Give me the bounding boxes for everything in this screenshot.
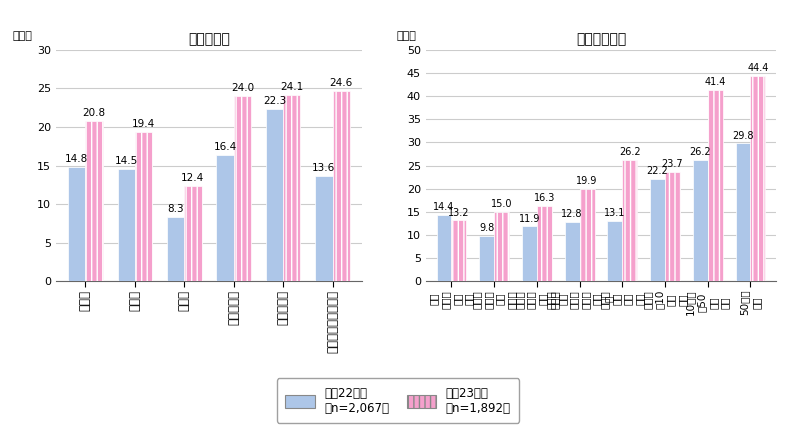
Bar [479, 236, 494, 281]
Text: 29.8: 29.8 [732, 131, 754, 141]
Bar [607, 221, 622, 281]
Bar [522, 226, 537, 281]
Text: 24.6: 24.6 [330, 78, 353, 88]
Bar [68, 167, 85, 281]
Text: 22.3: 22.3 [263, 96, 286, 106]
Text: 14.4: 14.4 [433, 202, 455, 212]
Bar [234, 96, 251, 281]
Bar [650, 178, 665, 281]
Text: 14.8: 14.8 [65, 154, 88, 164]
Text: 16.3: 16.3 [533, 193, 555, 203]
Text: 22.2: 22.2 [646, 166, 669, 176]
Text: 9.8: 9.8 [479, 223, 494, 233]
Text: 24.1: 24.1 [280, 82, 303, 92]
Bar [751, 76, 766, 281]
Bar [494, 212, 509, 281]
Bar [315, 176, 333, 281]
Bar [217, 155, 234, 281]
Bar [283, 95, 300, 281]
Bar [184, 186, 201, 281]
Bar [167, 217, 184, 281]
Bar [135, 132, 152, 281]
Title: 【産業別】: 【産業別】 [188, 32, 230, 46]
Title: 【資本金別】: 【資本金別】 [576, 32, 626, 46]
Text: 12.8: 12.8 [561, 210, 583, 220]
Bar [537, 206, 552, 281]
Text: 12.4: 12.4 [181, 173, 205, 183]
Text: 19.4: 19.4 [132, 119, 155, 129]
Bar [451, 220, 466, 281]
Bar [118, 169, 135, 281]
Bar [579, 189, 595, 281]
Text: （％）: （％） [396, 31, 416, 41]
Text: 13.1: 13.1 [604, 208, 626, 218]
Bar [564, 222, 579, 281]
Text: 26.2: 26.2 [619, 147, 641, 157]
Bar [622, 160, 638, 281]
Bar [85, 121, 103, 281]
Bar [333, 91, 349, 281]
Legend: 平成22年末
（n=2,067）, 平成23年末
（n=1,892）: 平成22年末 （n=2,067）, 平成23年末 （n=1,892） [277, 378, 519, 423]
Text: 41.4: 41.4 [704, 77, 726, 87]
Text: 11.9: 11.9 [519, 213, 540, 223]
Text: 8.3: 8.3 [167, 204, 184, 214]
Bar [736, 143, 751, 281]
Text: 13.2: 13.2 [448, 207, 470, 217]
Text: 14.5: 14.5 [115, 156, 138, 166]
Text: 26.2: 26.2 [689, 147, 711, 157]
Text: 23.7: 23.7 [661, 159, 683, 169]
Text: 19.9: 19.9 [576, 177, 598, 187]
Bar [266, 109, 283, 281]
Text: （％）: （％） [13, 31, 33, 41]
Bar [693, 160, 708, 281]
Text: 20.8: 20.8 [83, 108, 106, 118]
Text: 24.0: 24.0 [231, 83, 254, 93]
Text: 15.0: 15.0 [491, 199, 513, 209]
Text: 16.4: 16.4 [213, 142, 236, 152]
Text: 13.6: 13.6 [312, 163, 335, 173]
Bar [665, 171, 680, 281]
Bar [436, 215, 451, 281]
Text: 44.4: 44.4 [747, 63, 769, 73]
Bar [708, 90, 723, 281]
